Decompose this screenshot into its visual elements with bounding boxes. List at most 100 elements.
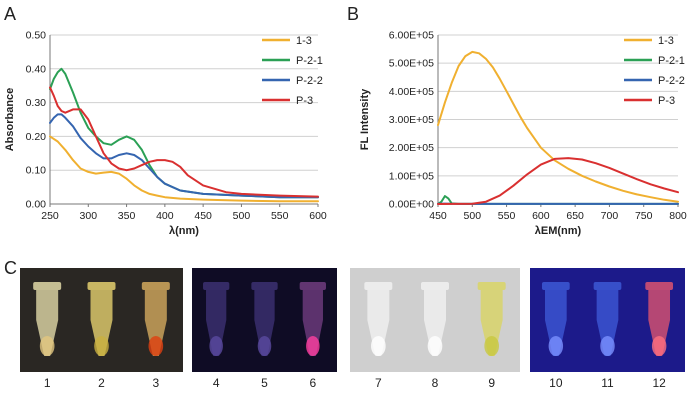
- tube-cap: [33, 282, 62, 290]
- tube: [593, 282, 622, 356]
- tube-number-label: 3: [152, 376, 159, 390]
- tube: [141, 282, 170, 356]
- tube-cap: [421, 282, 449, 290]
- absorbance-y-tick-label: 0.00: [26, 199, 47, 211]
- tube-number-label: 5: [261, 376, 268, 390]
- tube-number-label: 7: [375, 376, 382, 390]
- tube-cap: [593, 282, 622, 290]
- tube-number-label: 4: [213, 376, 220, 390]
- tube-liquid: [148, 336, 164, 356]
- tube: [203, 282, 230, 356]
- fluorescence-axes: 0.00E+00 1.00E+05 2.00E+05 3.00E+05 4.00E+05…: [359, 30, 687, 238]
- fluorescence-series: [437, 50, 679, 205]
- panel-letter-a: A: [4, 4, 16, 24]
- absorbance-y-tick-label: 0.10: [26, 165, 47, 177]
- fluorescence-legend-label: P-2-1: [658, 55, 685, 67]
- absorbance-series: [49, 67, 319, 203]
- absorbance-y-tick-label: 0.40: [26, 63, 47, 75]
- absorbance-x-tick-label: 500: [233, 210, 251, 222]
- tube-number-label: 11: [601, 376, 614, 390]
- absorbance-y-tick-label: 0.30: [26, 97, 47, 109]
- absorbance-axes: 0.00 0.10 0.20 0.30 0.40 0.50 250 300 350 400 450 5…: [4, 30, 327, 238]
- tube-liquid: [94, 336, 109, 356]
- tube-number-label: 9: [488, 376, 495, 390]
- absorbance-series-1-3: [49, 135, 319, 203]
- tube-liquid: [257, 336, 272, 356]
- absorbance-y-axis-title: Absorbance: [4, 88, 16, 152]
- fluorescence-x-tick-label: 450: [429, 210, 447, 222]
- tube-liquid: [427, 336, 443, 356]
- fluorescence-x-tick-label: 650: [566, 210, 584, 222]
- fluorescence-y-tick-label: 4.00E+05: [389, 86, 434, 98]
- tube-number-label: 10: [549, 376, 563, 390]
- tube: [251, 282, 278, 356]
- fluorescence-x-tick-label: 500: [464, 210, 482, 222]
- fluorescence-series-p-3: [437, 157, 679, 205]
- tube-cap: [299, 282, 326, 290]
- tube-liquid: [371, 336, 386, 356]
- fluorescence-x-axis-title: λEM(nm): [535, 225, 582, 237]
- fluorescence-y-tick-label: 2.00E+05: [389, 142, 434, 154]
- tube-number-label: 1: [44, 376, 51, 390]
- fluorescence-x-tick-label: 600: [532, 210, 550, 222]
- fluorescence-x-tick-label: 550: [498, 210, 516, 222]
- absorbance-legend-label: 1-3: [296, 35, 312, 47]
- absorbance-x-tick-label: 600: [309, 210, 327, 222]
- tube-liquid: [651, 336, 667, 356]
- absorbance-x-tick-label: 300: [80, 210, 98, 222]
- absorbance-x-tick-label: 400: [156, 210, 174, 222]
- tube-cap: [645, 282, 674, 290]
- fluorescence-legend-label: 1-3: [658, 35, 674, 47]
- tube: [477, 282, 506, 356]
- absorbance-y-tick-label: 0.50: [26, 30, 47, 42]
- absorbance-chart: 0.00 0.10 0.20 0.30 0.40 0.50 250 300 350 400 450 5…: [4, 30, 327, 238]
- fluorescence-x-tick-label: 750: [635, 210, 653, 222]
- tube: [645, 282, 674, 356]
- tube-liquid: [600, 336, 615, 356]
- tube-liquid: [484, 336, 499, 356]
- tube: [364, 282, 393, 356]
- fluorescence-chart: 0.00E+00 1.00E+05 2.00E+05 3.00E+05 4.00E+05…: [359, 30, 687, 238]
- absorbance-series-p-2-1: [49, 67, 319, 199]
- absorbance-legend-label: P-2-2: [296, 75, 323, 87]
- tube: [33, 282, 62, 356]
- tube-cap: [477, 282, 506, 290]
- tube: [421, 282, 449, 356]
- absorbance-series-p-2-2: [49, 113, 319, 199]
- absorbance-legend: 1-3 P-2-1 P-2-2 P-3: [262, 35, 323, 107]
- fluorescence-y-axis-title: FL Intensity: [359, 88, 371, 150]
- fluorescence-x-tick-label: 800: [669, 210, 687, 222]
- fluorescence-series-1-3: [437, 50, 679, 203]
- tube-number-label: 8: [432, 376, 439, 390]
- absorbance-grid: [50, 34, 318, 171]
- tube-liquid: [39, 336, 55, 356]
- tube-cap: [87, 282, 116, 290]
- absorbance-legend-label: P-2-1: [296, 55, 323, 67]
- tube-number-label: 12: [652, 376, 666, 390]
- tube-photos-panel: 1 2 3 4 5 6 7 8 9 10 11 12: [20, 268, 685, 390]
- tube-number-label: 6: [309, 376, 316, 390]
- tube-cap: [251, 282, 278, 290]
- absorbance-x-tick-label: 350: [118, 210, 136, 222]
- tube-number-label: 2: [98, 376, 105, 390]
- fluorescence-legend: 1-3 P-2-1 P-2-2 P-3: [624, 35, 685, 107]
- fluorescence-y-tick-label: 0.00E+00: [389, 199, 434, 211]
- panel-letter-c: C: [4, 258, 17, 278]
- tube-liquid: [209, 336, 223, 356]
- fluorescence-y-tick-label: 5.00E+05: [389, 58, 434, 70]
- absorbance-x-tick-label: 450: [194, 210, 212, 222]
- absorbance-y-tick-label: 0.20: [26, 131, 47, 143]
- fluorescence-y-tick-label: 1.00E+05: [389, 170, 434, 182]
- absorbance-series-p-3: [49, 86, 319, 198]
- fluorescence-y-tick-label: 6.00E+05: [389, 30, 434, 42]
- fluorescence-legend-label: P-2-2: [658, 75, 685, 87]
- tube-cap: [364, 282, 393, 290]
- tube-cap: [203, 282, 230, 290]
- tube: [541, 282, 570, 356]
- tube-liquid: [306, 336, 320, 356]
- tube: [87, 282, 116, 356]
- absorbance-x-tick-label: 250: [41, 210, 59, 222]
- fluorescence-grid: [438, 34, 678, 177]
- fluorescence-legend-label: P-3: [658, 95, 675, 107]
